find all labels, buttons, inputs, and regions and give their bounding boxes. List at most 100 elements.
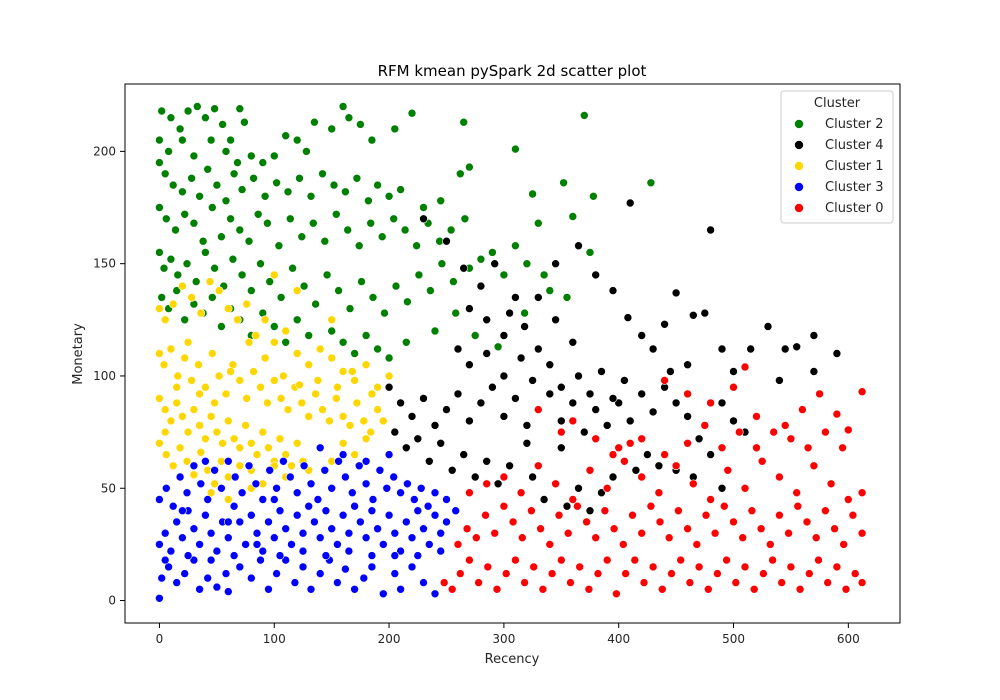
data-point	[155, 135, 164, 145]
data-point	[258, 495, 268, 504]
data-point	[166, 113, 176, 122]
data-point	[545, 540, 555, 549]
data-point	[226, 214, 235, 224]
data-point	[281, 131, 291, 140]
data-point	[683, 438, 692, 448]
data-point	[409, 495, 419, 504]
data-point	[279, 456, 288, 466]
data-point	[233, 158, 242, 167]
y-tick-label: 100	[93, 369, 116, 383]
data-point	[536, 524, 545, 534]
data-point	[182, 488, 192, 498]
data-point	[499, 472, 509, 482]
chart-title: RFM kmean pySpark 2d scatter plot	[378, 62, 647, 80]
data-point	[520, 322, 529, 331]
data-point	[384, 510, 394, 520]
data-point	[242, 394, 251, 403]
data-point	[630, 555, 640, 565]
data-point	[390, 124, 400, 134]
data-point	[539, 495, 549, 504]
data-point	[180, 210, 189, 219]
data-point	[345, 421, 355, 430]
data-point	[551, 479, 560, 489]
data-point	[522, 259, 532, 269]
legend-marker	[794, 182, 804, 192]
data-point	[470, 472, 480, 482]
data-point	[378, 416, 388, 426]
data-point	[210, 398, 219, 408]
data-point	[390, 551, 400, 560]
data-point	[459, 117, 469, 127]
data-point	[481, 510, 490, 520]
data-point	[263, 218, 272, 228]
data-point	[723, 465, 733, 475]
x-tick-label: 400	[607, 632, 630, 646]
data-point	[545, 389, 555, 399]
data-point	[155, 438, 164, 448]
data-point	[352, 398, 362, 408]
data-point	[210, 479, 219, 489]
data-point	[218, 438, 227, 448]
data-point	[160, 169, 170, 179]
data-point	[648, 562, 658, 572]
data-point	[313, 495, 323, 504]
data-point	[746, 344, 756, 354]
legend-marker	[794, 203, 804, 213]
data-point	[229, 169, 239, 179]
data-point	[275, 506, 285, 516]
data-point	[297, 232, 307, 241]
data-point	[729, 517, 738, 527]
data-point	[416, 483, 426, 493]
data-point	[809, 331, 819, 340]
data-point	[157, 293, 166, 302]
data-point	[533, 461, 543, 471]
data-point	[212, 546, 222, 556]
data-point	[465, 416, 474, 426]
data-point	[671, 288, 681, 298]
data-point	[719, 501, 729, 511]
data-point	[155, 158, 164, 167]
data-point	[756, 524, 766, 534]
data-point	[195, 540, 204, 549]
data-point	[258, 427, 268, 437]
data-point	[180, 569, 189, 578]
data-point	[210, 465, 219, 475]
data-point	[798, 405, 807, 414]
data-point	[667, 569, 676, 578]
data-point	[180, 353, 189, 363]
data-point	[740, 483, 750, 493]
data-point	[228, 254, 238, 264]
data-point	[272, 483, 281, 493]
data-point	[717, 398, 727, 408]
data-point	[657, 584, 667, 594]
data-point	[390, 528, 400, 538]
data-point	[160, 405, 170, 414]
data-point	[389, 214, 399, 224]
data-point	[804, 569, 814, 578]
data-point	[226, 135, 235, 145]
data-point	[321, 506, 331, 516]
data-point	[155, 540, 164, 549]
data-point	[318, 169, 327, 179]
data-point	[168, 461, 178, 471]
data-point	[396, 398, 405, 408]
data-point	[168, 299, 178, 309]
data-point	[838, 443, 847, 453]
data-point	[814, 555, 823, 565]
data-point	[252, 528, 262, 538]
data-point	[401, 337, 411, 347]
data-point	[333, 540, 342, 549]
data-point	[706, 495, 715, 504]
data-point	[556, 382, 566, 392]
data-point	[602, 483, 612, 493]
data-point	[841, 584, 851, 594]
data-point	[579, 111, 589, 120]
data-point	[320, 236, 330, 246]
data-point	[240, 117, 249, 127]
data-point	[292, 286, 302, 295]
data-point	[637, 434, 647, 444]
data-point	[281, 326, 291, 336]
data-point	[251, 479, 261, 489]
data-point	[614, 398, 624, 408]
data-point	[298, 528, 308, 538]
